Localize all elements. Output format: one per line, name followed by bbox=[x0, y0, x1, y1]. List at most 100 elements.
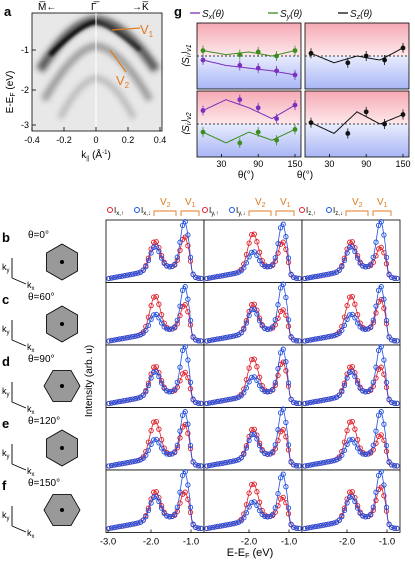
spectrum-point-up bbox=[246, 365, 252, 371]
spectrum-point-down bbox=[206, 275, 213, 281]
spectrum-point-down bbox=[304, 525, 311, 531]
spectrum-point-up bbox=[158, 437, 165, 443]
spectrum-point-down bbox=[217, 523, 223, 529]
spectrum-point-down bbox=[172, 261, 178, 267]
spectrum-point-down bbox=[135, 270, 141, 276]
spectrum-point-down bbox=[137, 332, 144, 338]
spectrum-point-down bbox=[391, 400, 398, 406]
spectrum-point-up bbox=[349, 239, 355, 245]
spectrum-point-down bbox=[209, 337, 215, 343]
spectra-x-tick-label: -1.0 bbox=[183, 537, 199, 548]
spectrum-point-down bbox=[182, 284, 188, 290]
spectrum-point-down bbox=[262, 388, 268, 395]
legend-down-label: Iz,↓ bbox=[333, 206, 343, 217]
spectrum-point-down bbox=[264, 264, 271, 270]
spectrum-point-down bbox=[124, 397, 131, 403]
spectrum-point-up bbox=[254, 364, 260, 370]
spectrum-point-down bbox=[341, 382, 348, 389]
spectrum-point-down bbox=[293, 338, 300, 344]
spectrum-point-down bbox=[391, 525, 398, 531]
g-data-point bbox=[274, 116, 279, 121]
spectrum-point-down bbox=[272, 255, 278, 261]
spectrum-point-down bbox=[174, 442, 180, 448]
spectrum-point-up bbox=[352, 301, 358, 307]
spectrum-point-down bbox=[320, 397, 327, 403]
spectrum-point-up bbox=[151, 294, 157, 300]
spectra-v1-label: V1 bbox=[185, 197, 196, 209]
g-frame bbox=[304, 90, 410, 158]
g-data-point bbox=[200, 129, 206, 135]
spectrum-point-down bbox=[140, 517, 146, 524]
spectrum-point-down bbox=[214, 461, 221, 467]
spectrum-point-up bbox=[349, 489, 355, 495]
spectrum-point-down bbox=[222, 334, 229, 341]
spectrum-point-down bbox=[370, 317, 376, 323]
spectrum-point-down bbox=[246, 312, 252, 319]
spectrum-point-down bbox=[179, 222, 186, 229]
spectrum-point-down bbox=[132, 520, 138, 527]
arpes-top-mid-label: Γ̅ bbox=[91, 1, 100, 13]
g-negative-bg bbox=[305, 56, 409, 89]
spectrum-point-down bbox=[296, 338, 302, 344]
spectrum-point-up bbox=[251, 356, 257, 362]
spectrum-point-down bbox=[222, 522, 229, 528]
gamma-point bbox=[60, 260, 64, 264]
spectrum-point-down bbox=[195, 338, 202, 344]
spectrum-point-down bbox=[119, 460, 125, 467]
spectrum-point-up bbox=[182, 369, 188, 376]
spectrum-point-down bbox=[145, 322, 152, 329]
g-data-point bbox=[400, 45, 406, 51]
spectrum-point-up bbox=[378, 244, 384, 251]
spectrum-point-down bbox=[349, 311, 355, 318]
spectrum-point-down bbox=[349, 244, 355, 250]
spectrum-point-down bbox=[312, 336, 319, 342]
spectrum-point-down bbox=[179, 347, 186, 354]
spectrum-point-down bbox=[116, 398, 123, 405]
spectrum-point-down bbox=[352, 373, 358, 380]
spectrum-point-down bbox=[272, 505, 278, 511]
g-data-point bbox=[274, 137, 279, 143]
ky-label: ky bbox=[2, 510, 10, 522]
spectrum-point-down bbox=[304, 462, 311, 469]
spectrum-point-down bbox=[187, 254, 194, 261]
spectrum-point-down bbox=[132, 270, 138, 277]
spectrum-point-up bbox=[256, 249, 263, 255]
spectrum-point-down bbox=[119, 523, 125, 529]
spectrum-point-down bbox=[114, 336, 120, 343]
spectrum-point-down bbox=[362, 451, 369, 458]
legend-up-label: Iz,↑ bbox=[306, 206, 316, 217]
spectrum-point-down bbox=[225, 521, 231, 528]
spectrum-point-down bbox=[328, 458, 334, 464]
spectrum-point-down bbox=[362, 514, 369, 520]
spectrum-point-down bbox=[277, 225, 284, 231]
spectra-v2-label: V2 bbox=[352, 197, 363, 209]
spectrum-point-down bbox=[143, 264, 149, 270]
spectrum-point-down bbox=[156, 498, 162, 505]
spectrum-point-down bbox=[108, 462, 115, 469]
spectrum-point-down bbox=[179, 287, 186, 293]
spectrum-point-down bbox=[195, 463, 202, 469]
spectrum-point-down bbox=[204, 463, 210, 469]
spectrum-point-down bbox=[116, 273, 123, 280]
spectrum-point-down bbox=[391, 338, 398, 344]
spectrum-point-down bbox=[383, 504, 390, 511]
g-data-point bbox=[292, 72, 298, 78]
spectrum-point-down bbox=[381, 232, 387, 238]
spectrum-point-up bbox=[156, 426, 162, 432]
spectrum-point-down bbox=[158, 380, 165, 386]
spectrum-point-up bbox=[153, 489, 159, 495]
spectrum-point-down bbox=[198, 275, 204, 282]
g-data-point bbox=[237, 52, 243, 58]
spectrum-point-down bbox=[352, 498, 358, 505]
spectrum-point-down bbox=[318, 335, 324, 341]
spectrum-point-down bbox=[312, 273, 319, 280]
spectrum-point-down bbox=[310, 399, 316, 405]
spectrum-point-down bbox=[241, 326, 247, 332]
g-plots: 30 90 150 30 90 150 ⟨Si⟩v1 ⟨Si⟩v2 bbox=[181, 22, 411, 169]
spectrum-point-down bbox=[389, 524, 395, 531]
spectrum-point-down bbox=[130, 521, 136, 527]
spectrum-point-down bbox=[344, 500, 350, 506]
spectrum-point-down bbox=[339, 327, 345, 333]
arpes-y-tick-label: -2 bbox=[21, 85, 29, 95]
spectrum-point-down bbox=[217, 335, 223, 342]
